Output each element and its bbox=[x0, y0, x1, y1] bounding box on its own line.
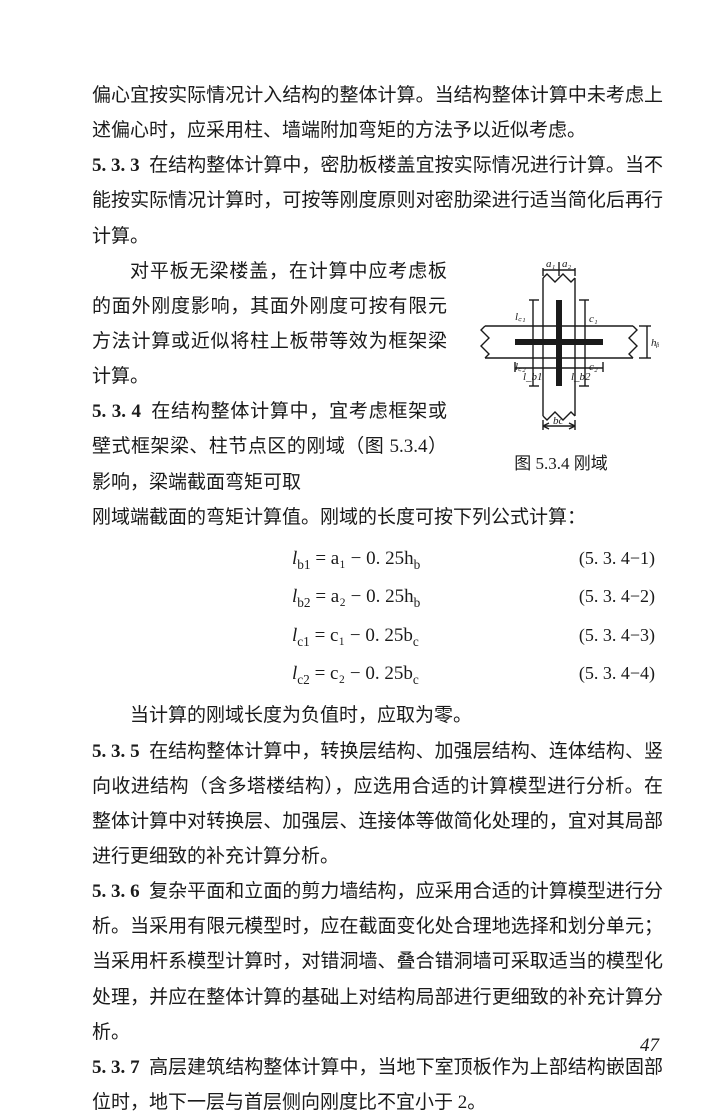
eq-num-4: (5. 3. 4−4) bbox=[512, 657, 663, 690]
label-a2: a₂ bbox=[562, 260, 572, 270]
equation-4: lc2 = c₂ − 0. 25bc (5. 3. 4−4) bbox=[92, 656, 663, 692]
para-zero: 当计算的刚域长度为负值时，应取为零。 bbox=[92, 698, 663, 733]
section-text-536: 复杂平面和立面的剪力墙结构，应采用合适的计算模型进行分析。当采用有限元模型时，应… bbox=[92, 881, 663, 1043]
page-number: 47 bbox=[640, 1028, 659, 1063]
eq-num-2: (5. 3. 4−2) bbox=[512, 580, 663, 613]
section-number-533: 5. 3. 3 bbox=[92, 155, 140, 176]
eq-num-3: (5. 3. 4−3) bbox=[512, 619, 663, 652]
figure-caption: 图 5.3.4 刚域 bbox=[459, 448, 663, 479]
equation-1: lb1 = a₁ − 0. 25hb (5. 3. 4−1) bbox=[92, 541, 663, 577]
label-lb2: l_b2 bbox=[571, 371, 591, 383]
section-number-535: 5. 3. 5 bbox=[92, 741, 140, 762]
section-number-536: 5. 3. 6 bbox=[92, 881, 140, 902]
label-a1: a₁ bbox=[546, 260, 556, 270]
equation-2: lb2 = a₂ − 0. 25hb (5. 3. 4−2) bbox=[92, 579, 663, 615]
equations: lb1 = a₁ − 0. 25hb (5. 3. 4−1) lb2 = a₂ … bbox=[92, 541, 663, 693]
section-number-537: 5. 3. 7 bbox=[92, 1057, 140, 1078]
label-c1: c₁ bbox=[589, 313, 598, 325]
label-bc: bc bbox=[553, 415, 564, 427]
rigid-zone-diagram: a₁ a₂ l꜀₁ l꜀₂ c₁ c₂ l_b1 l_b2 hᵦ bc bbox=[463, 260, 659, 432]
para-534b: 刚域端截面的弯矩计算值。刚域的长度可按下列公式计算： bbox=[92, 500, 663, 535]
para-536: 5. 3. 6复杂平面和立面的剪力墙结构，应采用合适的计算模型进行分析。当采用有… bbox=[92, 874, 663, 1050]
para-533: 5. 3. 3在结构整体计算中，密肋板楼盖宜按实际情况进行计算。当不能按实际情况… bbox=[92, 148, 663, 253]
section-text-535: 在结构整体计算中，转换层结构、加强层结构、连体结构、竖向收进结构（含多塔楼结构）… bbox=[92, 741, 663, 867]
label-lc1: l꜀₁ bbox=[515, 311, 526, 323]
section-text-534a: 在结构整体计算中，宜考虑框架或壁式框架梁、柱节点区的刚域（图 5.3.4）影响，… bbox=[92, 401, 447, 492]
para-intro: 偏心宜按实际情况计入结构的整体计算。当结构整体计算中未考虑上述偏心时，应采用柱、… bbox=[92, 78, 663, 148]
label-hb: hᵦ bbox=[651, 337, 659, 349]
para-535: 5. 3. 5在结构整体计算中，转换层结构、加强层结构、连体结构、竖向收进结构（… bbox=[92, 734, 663, 875]
para-537: 5. 3. 7高层建筑结构整体计算中，当地下室顶板作为上部结构嵌固部位时，地下一… bbox=[92, 1050, 663, 1120]
section-text-533: 在结构整体计算中，密肋板楼盖宜按实际情况进行计算。当不能按实际情况计算时，可按等… bbox=[92, 155, 663, 246]
section-number-534: 5. 3. 4 bbox=[92, 401, 141, 422]
equation-3: lc1 = c₁ − 0. 25bc (5. 3. 4−3) bbox=[92, 618, 663, 654]
eq-num-1: (5. 3. 4−1) bbox=[512, 542, 663, 575]
label-lb1: l_b1 bbox=[523, 371, 543, 383]
figure-534: a₁ a₂ l꜀₁ l꜀₂ c₁ c₂ l_b1 l_b2 hᵦ bc 图 5.… bbox=[459, 260, 663, 480]
